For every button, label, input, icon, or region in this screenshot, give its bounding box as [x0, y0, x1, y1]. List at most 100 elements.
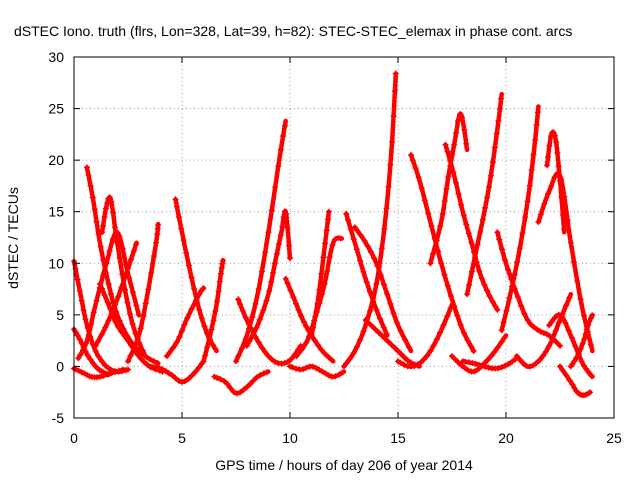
data-point: [172, 375, 179, 382]
series-arc28: [427, 111, 470, 267]
data-point: [534, 326, 541, 333]
data-point: [468, 343, 475, 350]
data-point: [383, 205, 390, 212]
data-point: [563, 372, 570, 379]
series-arc24: [351, 224, 414, 354]
data-point: [101, 213, 108, 220]
data-point: [518, 302, 525, 309]
data-point: [503, 307, 510, 314]
series-arc26: [395, 302, 455, 370]
data-point: [170, 344, 176, 351]
data-point: [154, 359, 161, 366]
data-point: [487, 172, 494, 179]
data-point: [454, 312, 461, 319]
chart-title: dSTEC Iono. truth (flrs, Lon=328, Lat=39…: [14, 23, 572, 39]
data-point: [196, 306, 203, 313]
data-point: [519, 359, 526, 366]
data-point: [350, 236, 357, 243]
data-point: [217, 270, 224, 277]
data-point: [80, 307, 87, 314]
data-point: [486, 293, 493, 300]
data-point: [551, 132, 558, 139]
data-point: [110, 209, 117, 216]
data-point: [453, 129, 460, 136]
data-point: [589, 312, 596, 319]
data-point: [378, 245, 385, 252]
data-point: [583, 326, 590, 333]
data-point: [90, 309, 97, 316]
data-point: [103, 260, 110, 267]
data-point: [128, 256, 134, 263]
data-point: [200, 358, 207, 365]
data-point: [105, 317, 112, 324]
data-point: [316, 286, 323, 293]
data-point: [315, 342, 321, 349]
data-point: [509, 358, 516, 365]
data-point: [325, 372, 332, 379]
data-point: [460, 329, 467, 336]
data-point: [550, 129, 557, 136]
data-point: [587, 371, 594, 378]
data-point: [318, 270, 325, 277]
data-point: [528, 166, 535, 173]
data-point: [320, 254, 327, 261]
data-point: [240, 386, 247, 393]
data-point: [533, 121, 540, 128]
y-tick-label: 5: [56, 307, 64, 323]
data-point: [272, 184, 279, 191]
data-point: [381, 281, 387, 288]
data-point: [411, 363, 418, 369]
series-arc21: [308, 208, 332, 339]
data-point: [406, 344, 413, 351]
data-point: [557, 177, 563, 184]
data-point: [433, 237, 440, 244]
data-point: [447, 293, 454, 299]
data-point: [491, 144, 498, 151]
data-point: [175, 377, 182, 384]
data-point: [579, 340, 586, 347]
data-point: [512, 356, 519, 363]
data-point: [351, 224, 358, 231]
data-point: [500, 319, 507, 326]
data-point: [365, 319, 371, 326]
data-point: [357, 232, 364, 239]
data-point: [88, 321, 95, 328]
data-point: [567, 239, 574, 246]
data-point: [487, 353, 494, 360]
data-point: [85, 331, 92, 338]
data-point: [322, 370, 329, 377]
data-point: [104, 299, 111, 306]
data-point: [530, 362, 536, 369]
data-point: [293, 300, 299, 307]
data-point: [409, 157, 416, 164]
data-point: [562, 319, 569, 326]
data-point: [286, 242, 292, 249]
data-point: [178, 328, 185, 334]
data-point: [181, 321, 188, 328]
series-line: [283, 276, 336, 364]
data-point: [77, 351, 84, 358]
series-line: [464, 91, 504, 297]
data-point: [566, 294, 573, 301]
data-point: [214, 298, 221, 305]
data-point: [233, 358, 239, 365]
series-arc09: [125, 221, 162, 365]
data-point: [402, 337, 409, 343]
data-point: [425, 210, 432, 217]
data-point: [141, 358, 148, 365]
data-point: [256, 372, 263, 379]
data-point: [494, 344, 501, 351]
data-point: [555, 311, 562, 318]
data-point: [526, 363, 533, 370]
data-point: [118, 328, 125, 335]
data-point: [266, 288, 273, 295]
data-point: [87, 356, 94, 363]
data-point: [499, 246, 505, 253]
data-point: [561, 226, 568, 233]
data-point: [458, 201, 465, 208]
data-point: [135, 311, 142, 318]
data-point: [363, 279, 370, 286]
data-point: [573, 354, 580, 361]
data-point: [188, 274, 195, 281]
data-point: [289, 364, 296, 371]
